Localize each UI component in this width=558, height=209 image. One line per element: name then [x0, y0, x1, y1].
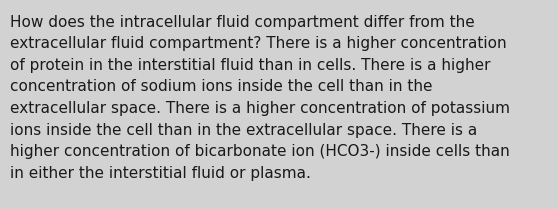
- Text: How does the intracellular fluid compartment differ from the
extracellular fluid: How does the intracellular fluid compart…: [10, 15, 510, 181]
